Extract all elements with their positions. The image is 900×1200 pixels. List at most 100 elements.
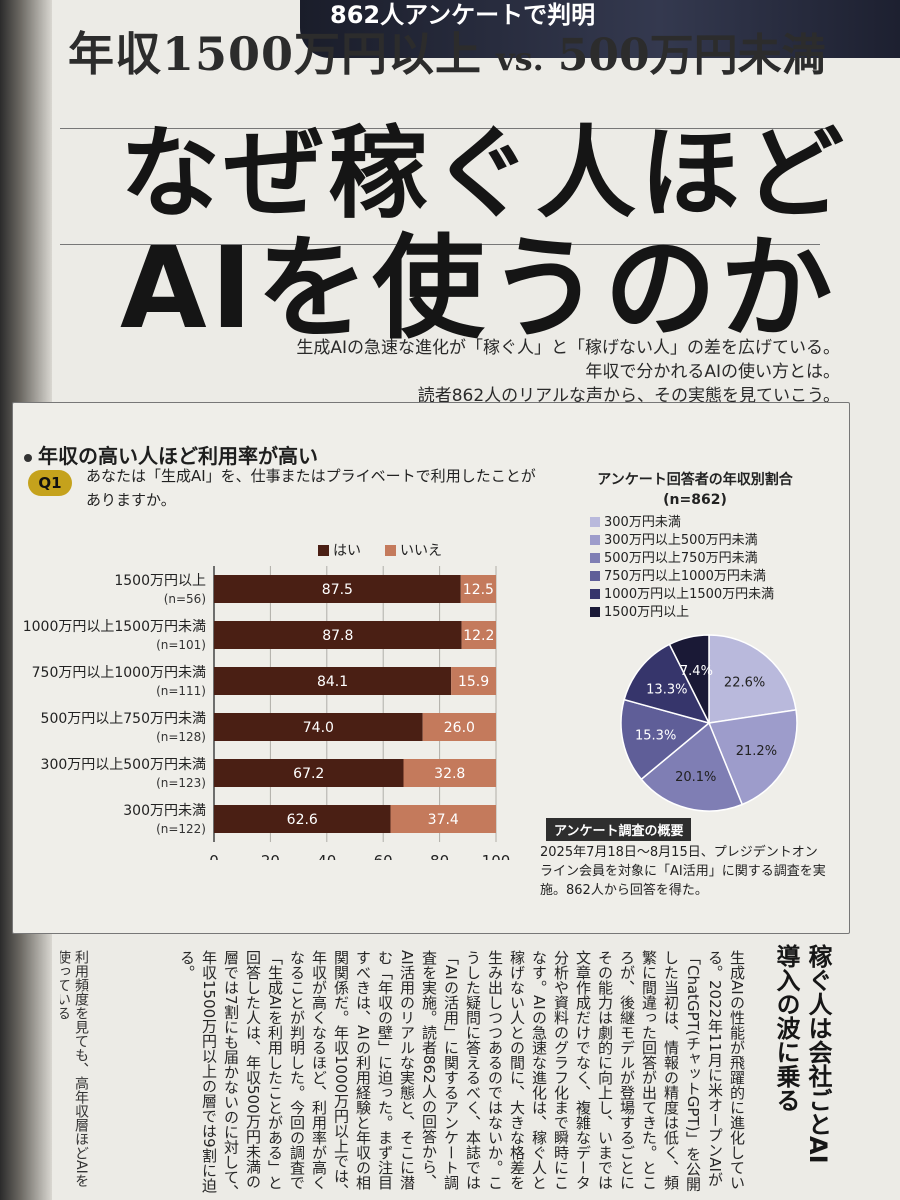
divider [60,244,820,245]
bar-no-value: 12.2 [463,628,494,644]
pie-legend-swatch [590,553,600,563]
pie-legend-swatch [590,607,600,617]
legend-item-no: いいえ [385,540,442,560]
bar-yes-value: 62.6 [287,812,318,828]
legend-item-yes: はい [318,540,361,560]
pie-value-label: 13.3% [646,682,687,697]
bar-no-value: 37.4 [428,812,459,828]
bar-no [451,667,496,695]
bar-no-value: 12.5 [463,582,494,598]
category-n-label: (n=101) [156,638,206,652]
bar-yes-value: 67.2 [293,766,324,782]
pie-slice [640,721,744,812]
pie-title: アンケート回答者の年収別割合 (n=862) [565,470,825,510]
pie-legend-label: 500万円以上750万円未満 [604,551,758,566]
survey-tag: アンケート調査の概要 [546,818,692,841]
lede-line: 年収で分かれるAIの使い方とは。 [585,362,840,382]
pie-slice [707,709,798,806]
divider [60,128,830,129]
bar-no [461,621,496,649]
headline-line2: AIを使うのか [120,224,837,354]
bar-chart: 020406080100(%)1500万円以上(n=56)87.512.5100… [23,566,510,860]
category-n-label: (n=128) [156,730,206,744]
pie-chart: 22.6% 21.2% 20.1% 15.3% 13.3% 7.4% [620,634,798,812]
x-tick-label: 20 [261,852,280,860]
bar-yes [214,759,404,787]
pie-value-label: 15.3% [635,728,676,743]
bar-no [390,805,496,833]
pie-legend-item: 500万円以上750万円未満 [590,550,774,568]
category-label: 500万円以上750万円未満 [41,711,206,727]
x-tick-label: 80 [430,852,449,860]
bar-no-value: 26.0 [444,720,475,736]
legend-label-yes: はい [333,543,361,559]
bar-yes-value: 87.8 [322,628,353,644]
pie-title-text: アンケート回答者の年収別割合 [597,472,793,488]
bar-no-value: 15.9 [458,674,489,690]
pie-value-label: 22.6% [724,676,765,691]
pie-slice [620,698,711,781]
pie-legend-swatch [590,571,600,581]
pie-legend-item: 300万円以上500万円未満 [590,532,774,550]
category-label: 300万円未満 [123,803,206,819]
bar-yes-value: 87.5 [322,582,353,598]
bar-no-value: 32.8 [434,766,465,782]
banner-text: 862人アンケートで判明 [330,1,596,29]
bar-legend: はい いいえ [318,540,442,560]
category-n-label: (n=56) [164,592,206,606]
pie-legend-label: 300万円以上500万円未満 [604,533,758,548]
lede-line: 生成AIの急速な進化が「稼ぐ人」と「稼げない人」の差を広げている。 [296,338,840,358]
lede-line: 読者862人のリアルな声から、その実態を見ていこう。 [417,386,840,406]
bar-no [403,759,496,787]
pie-legend-item: 1000万円以上1500万円未満 [590,586,774,604]
question-text: あなたは「生成AI」を、仕事またはプライベートで利用したことがありますか。 [86,467,536,509]
pie-legend: 300万円未満 300万円以上500万円未満 500万円以上750万円未満 750万円… [590,514,774,622]
legend-label-no: いいえ [400,543,442,559]
pie-slice [668,634,710,724]
pie-legend-label: 750万円以上1000万円未満 [604,569,766,584]
pie-legend-item: 1500万円以上 [590,604,774,622]
bar-yes-value: 74.0 [303,720,334,736]
category-label: 1500万円以上 [114,573,206,589]
legend-swatch-no [385,545,396,556]
x-tick-label: 40 [317,852,336,860]
category-label: 1000万円以上1500万円未満 [23,619,206,635]
headline-line1: なぜ稼ぐ人ほど [120,115,848,232]
article-body: 生成AIの性能が飛躍的に進化している。2022年11月に米オープンAIが「Cha… [178,950,746,1200]
pie-slice [623,643,711,725]
category-n-label: (n=111) [156,684,206,698]
category-n-label: (n=122) [156,822,206,836]
kicker-right: 500万円未満 [557,30,826,81]
top-banner [300,0,900,58]
bar-no [460,575,496,603]
lede: 生成AIの急速な進化が「稼ぐ人」と「稼げない人」の差を広げている。 年収で分かれ… [200,336,840,408]
pie-legend-item: 750万円以上1000万円未満 [590,568,774,586]
pie-legend-label: 1000万円以上1500万円未満 [604,587,775,602]
pie-value-label: 20.1% [675,770,716,785]
bar-yes [214,805,391,833]
category-n-label: (n=123) [156,776,206,790]
pie-value-label: 21.2% [736,744,777,759]
pie-slice [708,634,797,724]
legend-swatch-yes [318,545,329,556]
pie-value-label: 7.4% [680,664,713,679]
question-badge: Q1 [28,470,72,496]
bar-no [422,713,496,741]
bar-yes [214,667,452,695]
pie-legend-swatch [590,517,600,527]
survey-text: 2025年7月18日〜8月15日、プレジデントオンライン会員を対象に「AI活用」… [540,845,826,898]
pie-legend-label: 1500万円以上 [604,605,690,620]
section-title: 年収の高い人ほど利用率が高い [24,440,318,469]
category-label: 300万円以上500万円未満 [41,757,206,773]
bar-yes [214,575,461,603]
pie-legend-swatch [590,589,600,599]
bar-yes [214,713,423,741]
pie-subtitle: (n=862) [663,492,727,508]
bar-yes [214,621,462,649]
kicker-vs: vs. [496,40,544,78]
pie-legend-label: 300万円未満 [604,515,681,530]
article-left-column: 利用頻度を見ても、高年収層ほどAIを使っている [60,950,89,1188]
category-label: 750万円以上1000万円未満 [32,665,206,681]
x-tick-label: 60 [374,852,393,860]
pie-legend-swatch [590,535,600,545]
